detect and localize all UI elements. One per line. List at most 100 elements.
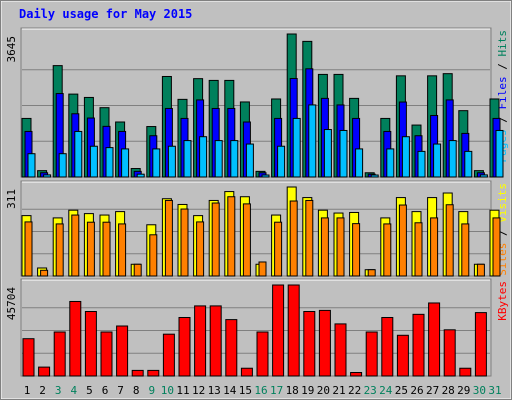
bar-pages-day-3: [58, 153, 67, 178]
bar-pages-day-9: [152, 148, 161, 178]
bar-kbytes-day-28: [443, 329, 456, 377]
x-tick-label: 26: [410, 384, 423, 397]
kbytes-series: [22, 284, 487, 377]
bar-kbytes-day-5: [84, 310, 97, 377]
panel-max-label: 311: [5, 189, 18, 209]
bar-kbytes-day-25: [396, 334, 409, 377]
bar-pages-day-16: [261, 174, 270, 178]
bar-kbytes-day-21: [334, 323, 347, 377]
bar-kbytes-day-11: [178, 316, 191, 377]
bar-pages-day-14: [230, 140, 239, 178]
x-tick-label: 24: [379, 384, 393, 397]
bar-sites-day-13: [211, 202, 220, 277]
bar-sites-day-1: [24, 221, 33, 277]
bar-sites-day-7: [118, 223, 127, 277]
bar-kbytes-day-30: [474, 312, 487, 377]
bar-pages-day-6: [105, 147, 114, 178]
bar-sites-day-26: [414, 222, 423, 277]
bar-pages-day-10: [167, 145, 176, 178]
x-tick-label: 22: [348, 384, 361, 397]
x-tick-label: 3: [55, 384, 62, 397]
x-tick-label: 16: [254, 384, 267, 397]
x-tick-label: 21: [332, 384, 345, 397]
bar-pages-day-4: [74, 130, 83, 178]
panel-legend-label: Pages / Files / Hits: [496, 30, 509, 163]
bar-sites-day-22: [352, 223, 361, 277]
hits-files-pages-panel: 3645 Pages / Files / Hits: [5, 27, 509, 178]
bar-sites-day-8: [133, 263, 142, 277]
bar-pages-day-27: [433, 143, 442, 178]
bar-sites-day-3: [55, 223, 64, 277]
bar-sites-day-17: [274, 221, 283, 277]
bar-kbytes-day-22: [350, 372, 363, 377]
bar-pages-day-21: [339, 129, 348, 178]
x-tick-label: 5: [86, 384, 93, 397]
x-tick-label: 1: [24, 384, 31, 397]
bar-pages-day-7: [121, 148, 130, 178]
bar-kbytes-day-2: [38, 366, 51, 377]
x-tick-label: 29: [457, 384, 470, 397]
bar-sites-day-10: [164, 199, 173, 277]
bar-pages-day-24: [386, 148, 395, 178]
x-axis-labels: 1 2 3 4 5 6 7 8 9 10 11 12 13 14 15 16 17 18 19 20 21 22 23 24 2…: [24, 384, 502, 397]
bar-sites-day-2: [40, 269, 49, 277]
bar-pages-day-30: [479, 174, 488, 178]
bar-kbytes-day-16: [256, 331, 269, 377]
bar-kbytes-day-8: [131, 369, 144, 377]
bar-sites-day-4: [71, 214, 80, 277]
bar-kbytes-day-3: [53, 331, 66, 377]
bar-sites-day-29: [461, 223, 470, 277]
panel-legend-label: KBytes: [496, 281, 509, 321]
bar-sites-day-15: [242, 203, 251, 277]
bar-pages-day-13: [214, 140, 223, 178]
x-tick-label: 20: [317, 384, 330, 397]
x-tick-label: 23: [364, 384, 377, 397]
x-tick-label: 2: [39, 384, 46, 397]
bar-pages-day-1: [27, 153, 36, 178]
x-tick-label: 28: [442, 384, 455, 397]
bar-kbytes-day-9: [147, 369, 160, 377]
bar-sites-day-28: [445, 204, 454, 277]
x-tick-label: 13: [208, 384, 221, 397]
bar-pages-day-8: [136, 173, 145, 178]
pages-series: [27, 104, 504, 178]
panel-max-label: 45704: [5, 287, 18, 320]
bar-sites-day-5: [86, 221, 95, 277]
bar-pages-day-20: [323, 129, 332, 178]
bar-kbytes-day-1: [22, 338, 35, 377]
bar-kbytes-day-7: [116, 325, 129, 377]
bar-sites-day-9: [149, 234, 158, 277]
bar-pages-day-5: [89, 145, 98, 178]
bar-pages-day-26: [417, 150, 426, 178]
bar-sites-day-20: [320, 217, 329, 277]
x-tick-label: 6: [102, 384, 109, 397]
legend-kbytes: KBytes: [496, 281, 509, 321]
bar-kbytes-day-4: [69, 300, 82, 377]
bar-sites-day-31: [492, 217, 501, 277]
bar-sites-day-6: [102, 221, 111, 277]
bar-sites-day-14: [227, 196, 236, 277]
bar-kbytes-day-6: [100, 331, 113, 377]
x-tick-label: 31: [488, 384, 501, 397]
x-tick-label: 30: [473, 384, 486, 397]
x-tick-label: 9: [148, 384, 155, 397]
x-tick-label: 15: [239, 384, 252, 397]
x-tick-label: 4: [70, 384, 77, 397]
bar-kbytes-day-23: [365, 331, 378, 377]
bar-pages-day-2: [43, 174, 52, 178]
bar-sites-day-27: [430, 217, 439, 277]
sites-series: [24, 196, 501, 277]
x-tick-label: 25: [395, 384, 408, 397]
chart-title: Daily usage for May 2015: [19, 7, 192, 21]
bar-kbytes-day-26: [412, 313, 425, 377]
bar-pages-day-11: [183, 140, 192, 178]
bar-sites-day-21: [336, 217, 345, 277]
bar-kbytes-day-17: [272, 284, 285, 377]
x-tick-label: 19: [301, 384, 314, 397]
bar-kbytes-day-12: [194, 305, 207, 377]
x-tick-label: 14: [223, 384, 237, 397]
